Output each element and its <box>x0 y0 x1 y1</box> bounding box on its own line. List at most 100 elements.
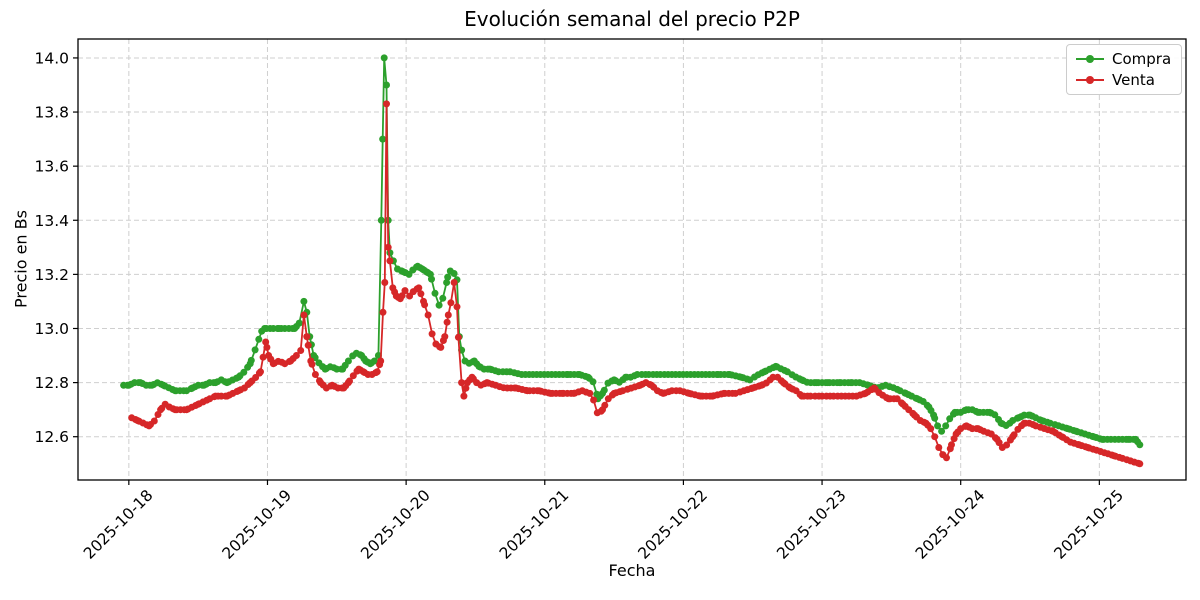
data-point <box>259 353 267 361</box>
data-point <box>247 356 255 364</box>
data-point <box>381 279 389 286</box>
data-point <box>443 318 451 326</box>
data-point <box>1003 441 1011 449</box>
data-point <box>150 417 158 425</box>
data-point <box>443 279 451 286</box>
data-point <box>424 311 432 319</box>
data-point <box>441 333 449 341</box>
data-point <box>417 290 425 298</box>
legend-item-compra: Compra <box>1075 50 1173 68</box>
data-point <box>379 308 387 316</box>
data-point <box>931 433 939 441</box>
data-point <box>346 377 353 385</box>
data-point <box>383 81 390 89</box>
data-point <box>590 396 598 404</box>
series-markers-compra <box>120 54 1144 449</box>
venta-line-marker-icon <box>1076 76 1104 84</box>
data-point <box>377 357 385 365</box>
data-point <box>255 335 263 343</box>
data-point <box>601 401 609 409</box>
data-point <box>380 54 388 62</box>
x-tick-label: 2025-10-19 <box>219 486 295 562</box>
data-point <box>991 411 999 419</box>
data-point <box>297 347 305 354</box>
data-point <box>428 330 436 338</box>
legend-item-venta: Venta <box>1075 71 1173 89</box>
y-tick-label: 13.2 <box>34 266 69 284</box>
y-axis-label: Precio en Bs <box>11 210 31 308</box>
legend: Compra Venta <box>1066 44 1182 95</box>
data-point <box>240 368 248 376</box>
data-point <box>292 352 300 359</box>
data-point <box>386 257 394 265</box>
x-tick-label: 2025-10-21 <box>496 486 572 562</box>
data-point <box>450 270 458 277</box>
x-tick-label: 2025-10-20 <box>357 486 433 562</box>
x-tick-label: 2025-10-24 <box>912 486 988 562</box>
legend-label-compra: Compra <box>1112 50 1172 68</box>
data-point <box>304 341 312 349</box>
x-tick-label: 2025-10-23 <box>773 486 849 562</box>
x-tick-label: 2025-10-25 <box>1051 486 1127 562</box>
y-tick-label: 13.0 <box>34 320 69 338</box>
data-point <box>439 294 447 302</box>
data-point <box>942 422 950 430</box>
data-point <box>303 333 311 341</box>
data-point <box>262 338 270 346</box>
data-point <box>383 100 390 108</box>
data-point <box>311 371 319 378</box>
data-point <box>1136 441 1144 449</box>
data-point <box>927 425 935 433</box>
x-tick-label: 2025-10-22 <box>635 486 711 562</box>
compra-line-marker-icon <box>1076 55 1104 63</box>
data-point <box>437 343 445 351</box>
data-point <box>370 357 378 365</box>
data-point <box>300 311 308 319</box>
data-point <box>450 279 458 286</box>
data-point <box>398 292 406 300</box>
data-point <box>295 319 303 327</box>
data-point <box>384 243 392 251</box>
y-tick-label: 13.4 <box>34 212 69 230</box>
data-point <box>458 379 466 387</box>
data-point <box>1010 431 1018 439</box>
axes-box <box>77 38 1187 481</box>
y-tick-label: 14.0 <box>34 49 69 67</box>
y-tick-label: 13.6 <box>34 158 69 176</box>
series-markers-venta <box>128 100 1144 468</box>
data-point <box>373 368 381 376</box>
data-point <box>1136 460 1144 468</box>
data-point <box>435 301 443 309</box>
data-point <box>453 303 461 311</box>
data-point <box>251 346 259 354</box>
data-point <box>948 441 955 449</box>
data-point <box>600 386 608 394</box>
data-point <box>344 357 352 365</box>
y-tick-label: 12.8 <box>34 374 69 392</box>
data-point <box>934 422 942 430</box>
data-point <box>946 415 954 423</box>
data-point <box>428 275 435 283</box>
data-point <box>401 287 409 295</box>
data-point <box>257 368 264 376</box>
data-point <box>444 273 452 281</box>
data-point <box>431 289 439 297</box>
data-point <box>444 311 452 319</box>
data-point <box>589 378 597 386</box>
data-point <box>308 360 316 368</box>
data-point <box>379 135 387 143</box>
chart-title: Evolución semanal del precio P2P <box>464 7 800 31</box>
data-point <box>586 389 594 397</box>
data-point <box>454 333 462 341</box>
data-point <box>415 284 423 292</box>
data-point <box>377 216 385 224</box>
data-point <box>931 414 939 422</box>
legend-label-venta: Venta <box>1112 71 1155 89</box>
data-point <box>447 299 455 307</box>
data-point <box>300 297 308 305</box>
data-point <box>460 392 468 400</box>
data-point <box>263 343 271 351</box>
data-point <box>935 444 943 451</box>
